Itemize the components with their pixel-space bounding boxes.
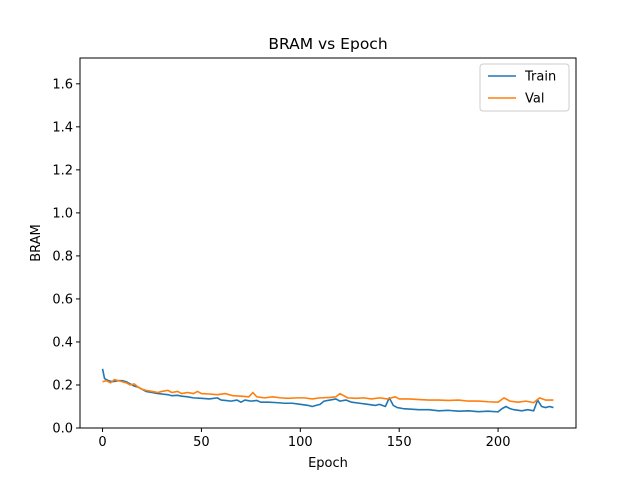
series-line-train [101, 368, 554, 413]
plot-area [101, 368, 554, 413]
y-tick-label: 0.2 [52, 378, 73, 393]
series-line-val [102, 378, 554, 404]
y-tick-label: 0.6 [52, 292, 73, 307]
x-tick-label: 200 [486, 435, 511, 450]
y-tick-label: 0.8 [52, 249, 73, 264]
y-axis-label: BRAM [29, 224, 44, 262]
y-tick-label: 1.0 [52, 206, 73, 221]
x-tick-label: 0 [98, 435, 106, 450]
legend: Train Val [479, 63, 570, 112]
legend-label-train: Train [524, 70, 556, 85]
x-tick-label: 150 [387, 435, 412, 450]
x-tick-label: 100 [288, 435, 313, 450]
y-tick-label: 0.4 [52, 335, 73, 350]
x-tick-label: 50 [193, 435, 210, 450]
y-tick-label: 1.4 [52, 120, 73, 135]
y-tick-label: 0.0 [52, 422, 73, 437]
legend-label-val: Val [525, 92, 544, 107]
y-tick-label: 1.6 [52, 77, 73, 92]
plot-frame [79, 57, 577, 429]
chart-title: BRAM vs Epoch [268, 35, 387, 53]
y-tick-label: 1.2 [52, 163, 73, 178]
x-axis-label: Epoch [308, 456, 348, 471]
